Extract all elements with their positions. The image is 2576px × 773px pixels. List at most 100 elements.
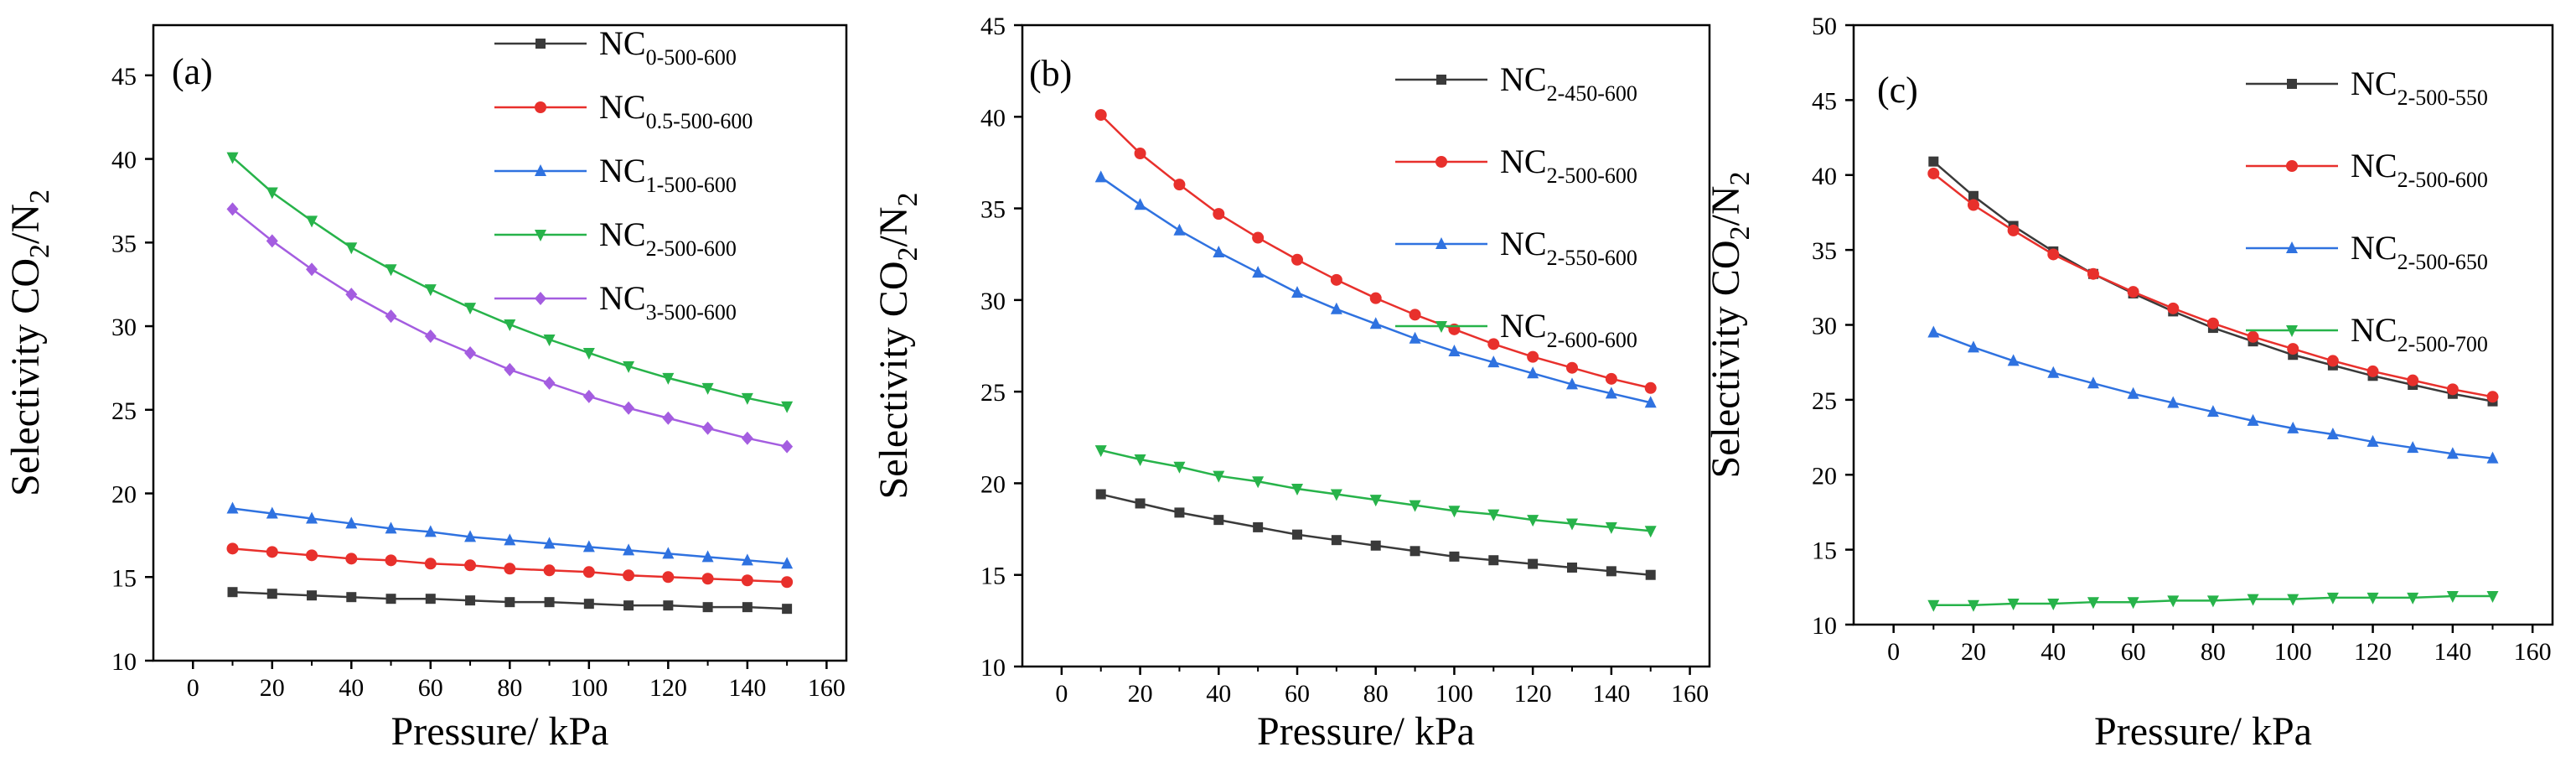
data-point xyxy=(2206,317,2219,329)
y-axis-title-part: 2 xyxy=(24,244,55,258)
data-point xyxy=(582,347,595,360)
data-point xyxy=(701,573,714,585)
legend-marker xyxy=(535,39,546,49)
legend-label-main: NC xyxy=(599,88,646,126)
legend-entry: NC2-500-550 xyxy=(2246,65,2488,110)
data-point xyxy=(623,361,635,373)
data-point xyxy=(385,264,397,277)
data-point xyxy=(1449,551,1460,562)
data-point xyxy=(2127,386,2139,399)
data-point xyxy=(1370,540,1381,551)
series-2-600-600 xyxy=(1094,445,1657,538)
legend-label-sub: 2-500-650 xyxy=(2398,250,2488,274)
data-point xyxy=(543,376,556,390)
data-point xyxy=(504,563,516,575)
data-point xyxy=(1409,500,1421,512)
x-axis-title: Pressure/ kPa xyxy=(2094,709,2312,754)
legend-label-main: NC xyxy=(599,215,646,253)
legend-marker xyxy=(1435,321,1447,333)
series-1-500-600 xyxy=(226,501,794,569)
data-point xyxy=(741,553,753,566)
data-point xyxy=(306,215,318,228)
legend-label: NC2-600-600 xyxy=(1500,307,1637,352)
data-point xyxy=(1134,454,1146,467)
data-point xyxy=(2087,597,2099,610)
legend-label-sub: 1-500-600 xyxy=(646,173,737,197)
data-point xyxy=(662,547,675,559)
legend-marker xyxy=(2286,160,2298,172)
y-tick-label: 30 xyxy=(980,288,1006,315)
data-point xyxy=(782,604,793,615)
legend-label: NC2-500-600 xyxy=(2351,147,2488,192)
legend-label-main: NC xyxy=(2351,311,2398,349)
legend-label-sub: 2-500-600 xyxy=(1547,163,1637,188)
y-axis-title-part: 2 xyxy=(1725,226,1756,241)
data-point xyxy=(1487,338,1500,350)
data-point xyxy=(1927,325,1940,338)
x-tick-label: 160 xyxy=(2514,638,2552,666)
legend-marker xyxy=(535,230,546,241)
data-point xyxy=(1527,366,1539,379)
data-point xyxy=(1094,109,1107,122)
data-point xyxy=(1095,489,1106,500)
data-point xyxy=(424,558,437,570)
data-point xyxy=(1213,246,1225,258)
data-point xyxy=(1487,509,1500,521)
y-axis-title-part: /N xyxy=(1704,186,1748,226)
y-tick-label: 15 xyxy=(111,564,137,592)
data-point xyxy=(1487,355,1500,368)
data-point xyxy=(582,540,595,553)
x-tick-label: 0 xyxy=(187,674,199,702)
data-point xyxy=(306,549,318,562)
data-point xyxy=(2247,594,2259,606)
data-point xyxy=(1330,273,1342,286)
data-point xyxy=(1967,599,1979,612)
y-axis-title-part: Selectivity CO xyxy=(872,262,916,500)
y-tick-label: 45 xyxy=(1812,87,1837,115)
data-point xyxy=(1291,483,1303,495)
data-point xyxy=(623,569,635,582)
data-point xyxy=(781,557,794,569)
x-tick-label: 20 xyxy=(1961,638,1986,666)
series-2-500-600 xyxy=(226,152,794,413)
data-point xyxy=(2247,330,2259,343)
y-tick-label: 30 xyxy=(1812,313,1837,340)
data-point xyxy=(1968,190,1979,201)
data-point xyxy=(2326,592,2339,604)
legend-label-sub: 2-500-700 xyxy=(2398,332,2488,356)
data-point xyxy=(1566,361,1578,374)
data-point xyxy=(266,589,277,599)
data-point xyxy=(1528,558,1539,569)
data-point xyxy=(2407,441,2419,454)
legend-label-sub: 0.5-500-600 xyxy=(646,109,753,133)
data-point xyxy=(1605,386,1617,399)
data-point xyxy=(1173,461,1186,474)
data-point xyxy=(385,521,397,534)
data-point xyxy=(623,401,635,415)
data-point xyxy=(2007,598,2020,610)
data-point xyxy=(425,594,436,604)
data-point xyxy=(1527,515,1539,527)
legend-label: NC2-500-650 xyxy=(2351,229,2488,274)
data-point xyxy=(2047,366,2060,378)
panel-label: (a) xyxy=(172,51,213,92)
data-point xyxy=(266,234,278,248)
data-point xyxy=(424,525,437,537)
y-tick-label: 30 xyxy=(111,314,137,341)
series-3-500-600 xyxy=(226,202,794,454)
data-point xyxy=(227,587,238,598)
data-point xyxy=(307,590,318,601)
x-axis-title: Pressure/ kPa xyxy=(391,709,609,754)
y-axis-title-part: 2 xyxy=(1725,172,1756,186)
data-point xyxy=(1605,521,1617,534)
legend-entry: NC2-550-600 xyxy=(1395,225,1637,270)
data-point xyxy=(1252,476,1265,489)
series-0-500-600 xyxy=(227,587,793,615)
x-tick-label: 40 xyxy=(339,674,364,702)
data-point xyxy=(1369,292,1382,304)
data-point xyxy=(2087,376,2099,389)
data-point xyxy=(741,431,753,445)
data-point xyxy=(385,554,397,567)
data-point xyxy=(2326,427,2339,439)
legend-label-sub: 3-500-600 xyxy=(646,300,737,324)
